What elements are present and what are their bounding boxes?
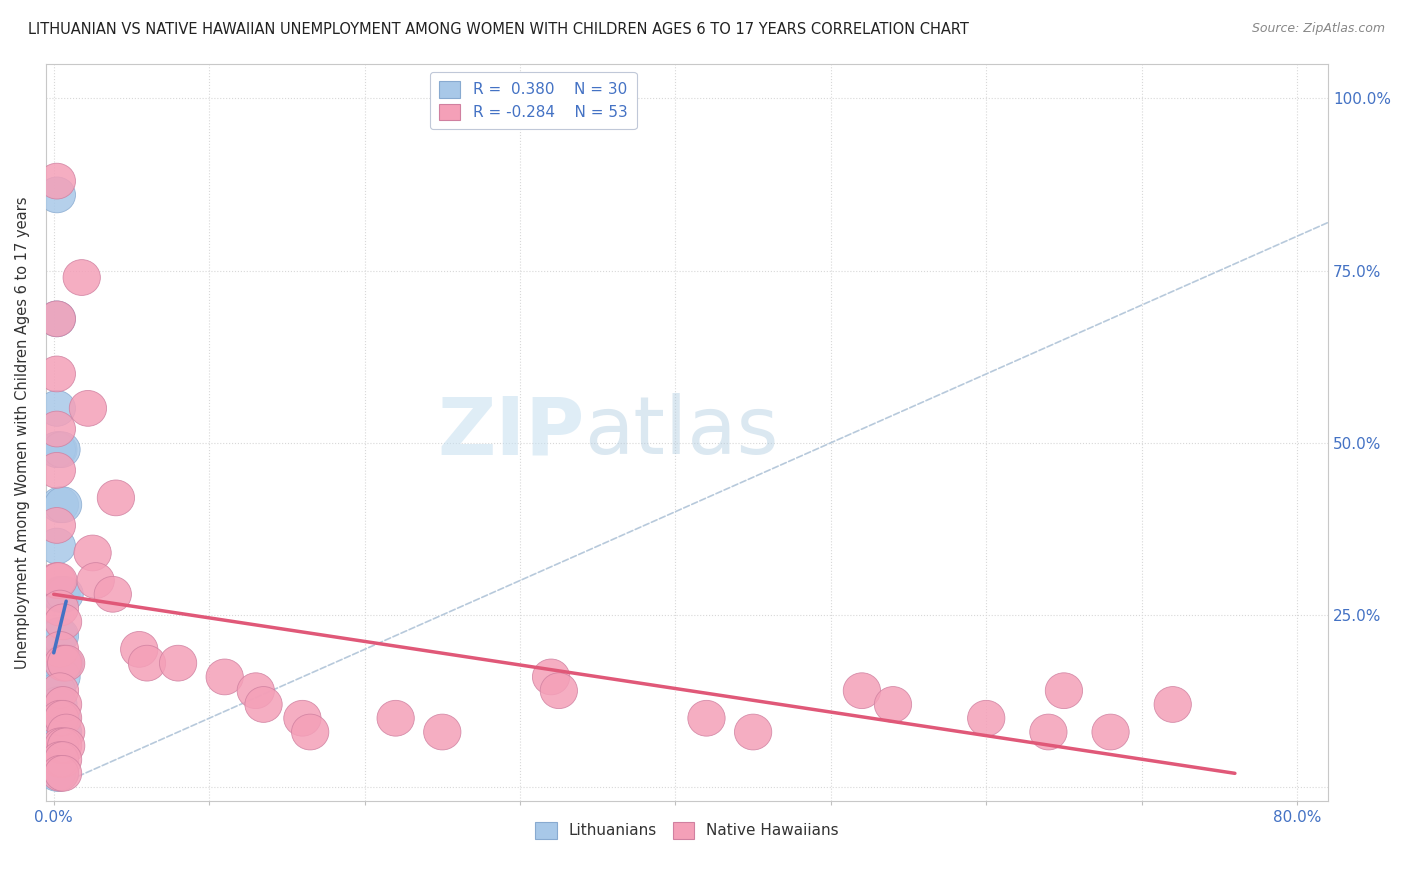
Ellipse shape: [38, 508, 76, 543]
Ellipse shape: [97, 480, 135, 516]
Ellipse shape: [207, 659, 243, 695]
Ellipse shape: [38, 301, 76, 337]
Ellipse shape: [159, 645, 197, 681]
Ellipse shape: [48, 714, 84, 750]
Ellipse shape: [1029, 714, 1067, 750]
Ellipse shape: [45, 487, 82, 523]
Ellipse shape: [75, 535, 111, 571]
Ellipse shape: [533, 659, 569, 695]
Ellipse shape: [45, 645, 82, 681]
Ellipse shape: [46, 576, 83, 612]
Ellipse shape: [875, 687, 911, 723]
Ellipse shape: [38, 563, 76, 599]
Ellipse shape: [1045, 673, 1083, 708]
Ellipse shape: [39, 432, 77, 467]
Ellipse shape: [45, 756, 82, 791]
Ellipse shape: [42, 700, 80, 736]
Ellipse shape: [41, 487, 79, 523]
Legend: Lithuanians, Native Hawaiians: Lithuanians, Native Hawaiians: [529, 816, 845, 845]
Ellipse shape: [41, 700, 79, 736]
Ellipse shape: [45, 714, 82, 750]
Ellipse shape: [38, 452, 76, 488]
Ellipse shape: [1092, 714, 1129, 750]
Ellipse shape: [41, 756, 79, 791]
Ellipse shape: [41, 673, 79, 708]
Ellipse shape: [41, 576, 79, 612]
Ellipse shape: [38, 177, 76, 213]
Ellipse shape: [45, 700, 82, 736]
Ellipse shape: [41, 632, 79, 667]
Ellipse shape: [121, 632, 157, 667]
Ellipse shape: [38, 356, 76, 392]
Ellipse shape: [41, 700, 79, 736]
Ellipse shape: [41, 714, 79, 750]
Ellipse shape: [45, 645, 82, 681]
Ellipse shape: [42, 576, 80, 612]
Ellipse shape: [94, 576, 131, 612]
Ellipse shape: [38, 756, 76, 791]
Ellipse shape: [77, 563, 114, 599]
Ellipse shape: [238, 673, 274, 708]
Ellipse shape: [39, 617, 77, 654]
Text: atlas: atlas: [585, 393, 779, 472]
Ellipse shape: [48, 645, 84, 681]
Ellipse shape: [42, 645, 80, 681]
Ellipse shape: [734, 714, 772, 750]
Ellipse shape: [38, 528, 76, 564]
Ellipse shape: [38, 411, 76, 447]
Ellipse shape: [128, 645, 166, 681]
Ellipse shape: [245, 687, 283, 723]
Ellipse shape: [38, 301, 76, 337]
Ellipse shape: [45, 741, 82, 778]
Ellipse shape: [69, 391, 107, 426]
Ellipse shape: [45, 687, 82, 723]
Ellipse shape: [46, 645, 83, 681]
Ellipse shape: [41, 617, 79, 654]
Ellipse shape: [38, 673, 76, 708]
Ellipse shape: [967, 700, 1005, 736]
Text: Source: ZipAtlas.com: Source: ZipAtlas.com: [1251, 22, 1385, 36]
Ellipse shape: [1154, 687, 1191, 723]
Ellipse shape: [39, 741, 77, 778]
Ellipse shape: [284, 700, 321, 736]
Ellipse shape: [38, 432, 76, 467]
Ellipse shape: [45, 604, 82, 640]
Ellipse shape: [39, 714, 77, 750]
Ellipse shape: [844, 673, 880, 708]
Ellipse shape: [38, 163, 76, 199]
Ellipse shape: [48, 728, 84, 764]
Y-axis label: Unemployment Among Women with Children Ages 6 to 17 years: Unemployment Among Women with Children A…: [15, 196, 30, 669]
Ellipse shape: [38, 741, 76, 778]
Text: ZIP: ZIP: [437, 393, 585, 472]
Ellipse shape: [41, 728, 79, 764]
Ellipse shape: [42, 714, 80, 750]
Ellipse shape: [39, 563, 77, 599]
Ellipse shape: [423, 714, 461, 750]
Ellipse shape: [38, 391, 76, 426]
Ellipse shape: [39, 687, 77, 723]
Ellipse shape: [63, 260, 100, 295]
Ellipse shape: [42, 659, 80, 695]
Ellipse shape: [540, 673, 578, 708]
Ellipse shape: [688, 700, 725, 736]
Ellipse shape: [42, 432, 80, 467]
Ellipse shape: [377, 700, 415, 736]
Text: LITHUANIAN VS NATIVE HAWAIIAN UNEMPLOYMENT AMONG WOMEN WITH CHILDREN AGES 6 TO 1: LITHUANIAN VS NATIVE HAWAIIAN UNEMPLOYME…: [28, 22, 969, 37]
Ellipse shape: [41, 591, 79, 626]
Ellipse shape: [41, 741, 79, 778]
Ellipse shape: [41, 756, 79, 791]
Ellipse shape: [291, 714, 329, 750]
Ellipse shape: [45, 728, 82, 764]
